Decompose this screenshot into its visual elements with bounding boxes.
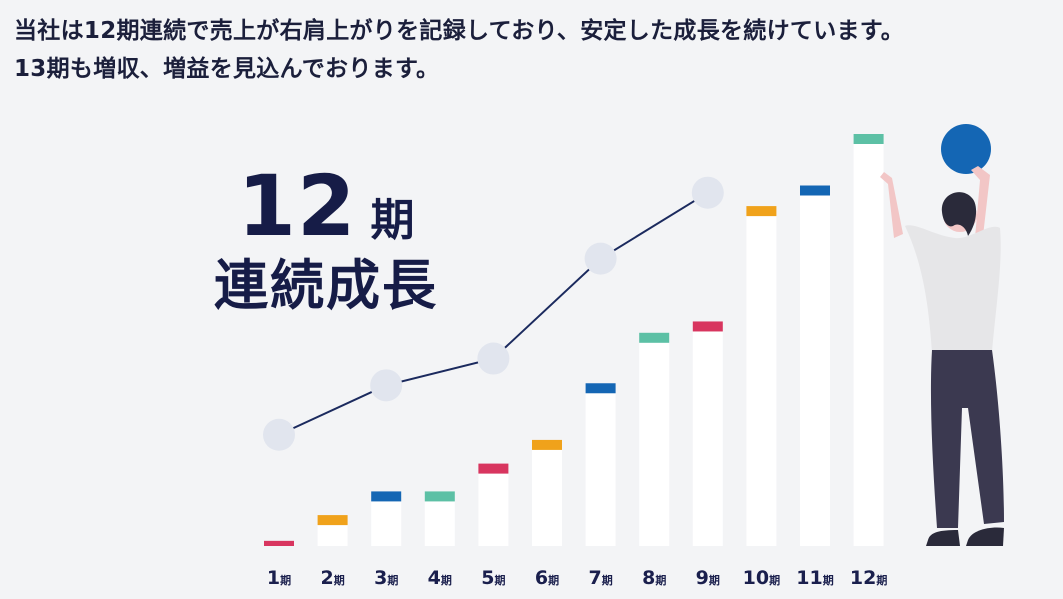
- trend-point: [691, 176, 724, 209]
- consecutive-growth-badge: 12 期 連続成長: [196, 160, 456, 320]
- x-axis-labels: 1期 2期 3期 4期 5期 6期 7期 8期 9期 10期 11期 12期: [267, 567, 887, 589]
- trend-point: [584, 242, 617, 275]
- bar-period-6: [532, 449, 562, 546]
- x-tick-label: 6期: [535, 567, 559, 589]
- badge-number: 12: [237, 157, 357, 255]
- ball-icon: [941, 124, 991, 174]
- badge-unit: 期: [370, 195, 415, 246]
- trend-point: [263, 418, 295, 451]
- bar-period-9: [692, 331, 723, 546]
- person-illustration: [880, 124, 1004, 546]
- bar-cap-period-7: [585, 383, 616, 394]
- person-pants: [930, 350, 1004, 528]
- bar-cap-period-12: [853, 134, 884, 144]
- bar-period-10: [746, 216, 777, 546]
- x-tick-label: 3期: [374, 567, 398, 589]
- bar-period-5: [478, 473, 509, 546]
- bar-period-2: [317, 525, 348, 546]
- person-right-arm: [971, 166, 990, 238]
- person-left-shoe: [926, 530, 960, 546]
- x-tick-label: 4期: [428, 567, 452, 589]
- person-hair: [941, 192, 977, 236]
- badge-label: 連続成長: [214, 254, 438, 317]
- headline-line-2: 13期も増収、増益を見込んでおります。: [14, 56, 440, 82]
- bar-period-3: [371, 501, 402, 546]
- x-tick-label: 2期: [320, 567, 344, 589]
- x-tick-label: 5期: [481, 567, 505, 589]
- trend-point: [370, 369, 403, 402]
- bar-period-11: [800, 195, 830, 546]
- bar-cap-period-2: [317, 515, 348, 526]
- person-left-arm: [880, 172, 903, 238]
- x-tick-label: 10期: [743, 567, 780, 589]
- bar-cap-period-5: [478, 463, 509, 474]
- trend-line-layer: [263, 176, 724, 451]
- headline-line-1: 当社は12期連続で売上が右肩上がりを記録しており、安定した成長を続けています。: [14, 18, 905, 44]
- x-tick-label: 9期: [696, 567, 720, 589]
- bar-cap-period-10: [746, 206, 777, 217]
- x-tick-label: 11期: [796, 567, 833, 589]
- bar-cap-period-1: [264, 540, 294, 546]
- bar-cap-period-8: [639, 332, 670, 343]
- bar-cap-period-9: [692, 321, 723, 332]
- bar-period-12: [853, 144, 884, 546]
- x-tick-label: 12期: [850, 567, 887, 589]
- x-tick-label: 8期: [642, 567, 666, 589]
- person-shirt: [905, 225, 1001, 352]
- bar-cap-period-6: [532, 439, 562, 450]
- x-tick-label: 7期: [588, 567, 612, 589]
- bar-cap-period-3: [371, 491, 402, 502]
- bars-layer: [264, 134, 884, 546]
- bar-period-7: [585, 393, 616, 546]
- trend-point: [477, 342, 510, 375]
- bar-period-4: [424, 501, 455, 546]
- person-right-shoe: [966, 527, 1004, 546]
- bar-period-8: [639, 342, 670, 546]
- headline: 当社は12期連続で売上が右肩上がりを記録しており、安定した成長を続けています。 …: [14, 12, 1059, 88]
- bar-cap-period-11: [800, 185, 830, 196]
- bar-cap-period-4: [424, 491, 455, 502]
- x-tick-label: 1期: [267, 567, 291, 589]
